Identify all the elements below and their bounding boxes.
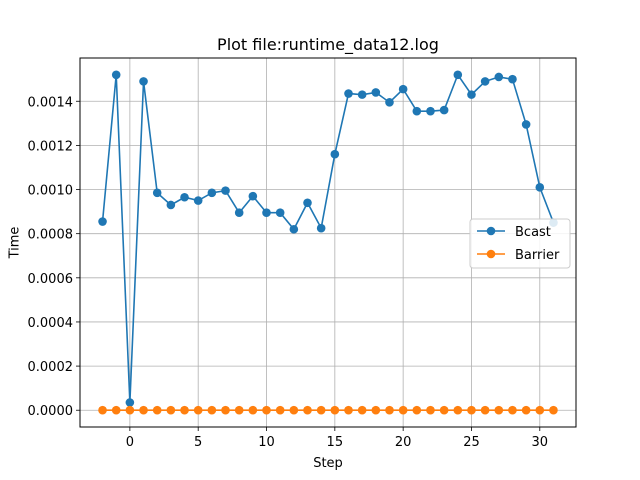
data-point-bcast <box>426 106 435 116</box>
data-point-bcast <box>139 77 148 86</box>
data-point-barrier <box>316 405 326 415</box>
data-point-bcast <box>98 217 107 226</box>
x-tick-label: 25 <box>463 435 480 450</box>
data-point-barrier <box>535 405 545 415</box>
legend: Bcast Barrier <box>469 218 571 269</box>
data-point-barrier <box>439 405 449 415</box>
data-point-barrier <box>453 405 463 415</box>
data-point-barrier <box>330 405 340 415</box>
data-point-barrier <box>221 405 230 415</box>
data-point-bcast <box>262 208 271 218</box>
data-point-barrier <box>166 405 176 415</box>
data-point-bcast <box>275 208 285 218</box>
series-line-bcast <box>101 73 555 403</box>
data-point-barrier <box>357 405 367 415</box>
legend-entry-bcast: Bcast <box>515 225 551 240</box>
data-point-bcast <box>248 191 258 201</box>
data-point-barrier <box>412 405 422 415</box>
data-point-bcast <box>453 70 463 80</box>
data-point-barrier <box>521 405 531 415</box>
data-point-bcast <box>535 183 545 192</box>
axes-frame <box>79 57 577 428</box>
data-point-barrier <box>207 405 217 415</box>
chart-title: Plot file:runtime_data12.log <box>217 35 439 55</box>
data-point-barrier <box>398 405 408 415</box>
data-point-bcast <box>125 398 135 407</box>
data-point-barrier <box>480 405 490 415</box>
data-point-barrier <box>549 405 558 415</box>
data-point-barrier <box>344 405 353 415</box>
y-tick-label: 0.0014 <box>28 95 74 110</box>
data-point-barrier <box>467 405 476 415</box>
data-point-bcast <box>289 224 299 234</box>
data-point-barrier <box>494 405 504 415</box>
data-point-bcast <box>180 192 189 202</box>
data-point-barrier <box>385 405 394 415</box>
x-axis-label: Step <box>313 456 343 471</box>
data-point-bcast <box>480 77 490 86</box>
legend-marker <box>486 226 496 236</box>
x-tick-label: 10 <box>258 435 275 450</box>
data-point-bcast <box>494 72 504 82</box>
legend-entry-barrier: Barrier <box>515 248 560 263</box>
data-point-barrier <box>139 405 148 415</box>
data-point-bcast <box>467 90 476 99</box>
x-tick-label: 5 <box>194 435 202 450</box>
x-tick-label: 30 <box>532 435 549 450</box>
y-tick-label: 0.0008 <box>28 228 74 243</box>
data-point-barrier <box>234 405 244 415</box>
data-point-bcast <box>521 120 531 129</box>
data-point-barrier <box>289 405 299 415</box>
data-point-barrier <box>303 405 312 415</box>
data-point-barrier <box>371 405 381 415</box>
data-point-barrier <box>98 405 107 415</box>
y-tick-label: 0.0000 <box>28 404 74 419</box>
data-point-bcast <box>303 198 312 208</box>
data-point-barrier <box>193 405 203 415</box>
y-tick-label: 0.0004 <box>28 316 74 331</box>
data-point-bcast <box>221 186 230 195</box>
data-point-bcast <box>385 98 394 107</box>
data-point-barrier <box>426 405 435 415</box>
data-point-bcast <box>412 106 422 116</box>
legend-marker <box>486 249 496 259</box>
ticks: 0 5 10 15 20 25 30 0.0000 0.0002 0.0004 0.0006 0.00… <box>28 95 549 450</box>
data-point-bcast <box>330 149 340 159</box>
data-point-barrier <box>248 405 258 415</box>
data-point-bcast <box>152 188 162 198</box>
data-point-barrier <box>111 405 121 415</box>
series-barrier <box>98 405 558 415</box>
data-point-bcast <box>166 200 176 210</box>
y-tick-label: 0.0010 <box>28 184 74 199</box>
data-point-barrier <box>180 405 189 415</box>
data-point-barrier <box>125 405 135 415</box>
data-point-barrier <box>262 405 271 415</box>
data-point-bcast <box>508 74 517 84</box>
y-tick-label: 0.0002 <box>28 360 74 375</box>
data-point-bcast <box>439 105 449 115</box>
y-axis-label: Time <box>8 227 23 260</box>
data-point-barrier <box>152 405 162 415</box>
data-point-bcast <box>371 88 381 97</box>
data-point-bcast <box>398 84 408 94</box>
x-tick-label: 20 <box>395 435 412 450</box>
x-tick-label: 0 <box>126 435 134 450</box>
data-point-bcast <box>111 70 121 80</box>
x-tick-label: 15 <box>327 435 344 450</box>
data-point-bcast <box>357 90 367 99</box>
y-tick-label: 0.0012 <box>28 139 74 154</box>
data-point-bcast <box>207 188 217 198</box>
data-point-bcast <box>344 89 353 98</box>
data-point-barrier <box>275 405 285 415</box>
data-point-bcast <box>316 223 326 233</box>
y-tick-label: 0.0006 <box>28 272 74 287</box>
data-point-bcast <box>234 208 244 218</box>
data-point-bcast <box>193 196 203 205</box>
data-point-barrier <box>508 405 517 415</box>
